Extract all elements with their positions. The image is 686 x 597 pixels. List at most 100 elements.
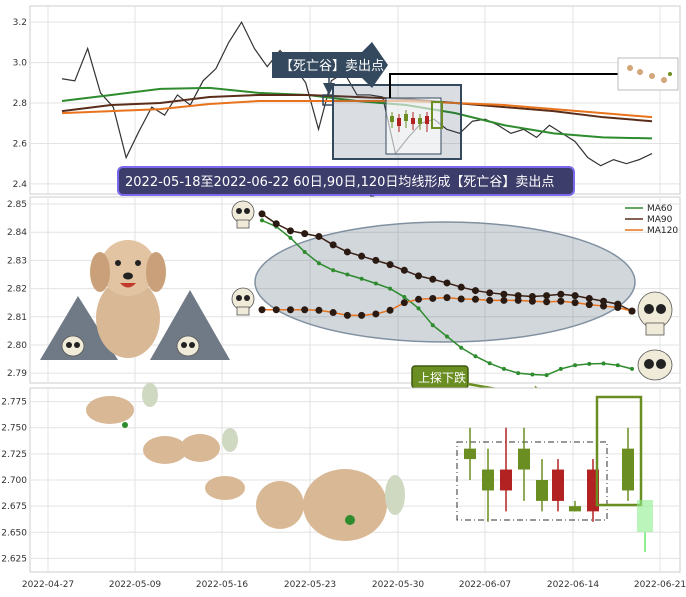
panel-2-point-ma90 [557,290,565,298]
panel-2-point-ma120 [301,306,309,314]
panel-2-point-ma60 [487,361,492,366]
y-tick-label: 2.625 [1,554,27,564]
skull-icon-1 [231,200,255,229]
y-tick-label: 2.82 [7,285,27,295]
panel-2-point-ma120 [557,297,565,305]
panel-2-lines [258,210,636,378]
candle-body [536,480,548,501]
y-tick-label: 2.8 [13,99,28,109]
zoom-mini-candles [390,101,443,132]
y-tick-label: 2.79 [7,369,27,379]
panel-2-point-ma90 [443,279,451,287]
y-tick-label: 2.675 [1,502,27,512]
ma-marker-box [322,94,334,106]
panel-2-y-ticks: 2.85 2.84 2.83 2.82 2.81 2.80 2.79 [7,200,27,379]
panel-2-point-ma120 [443,294,451,302]
panel-2-point-ma90 [286,227,294,235]
panel-2-point-ma90 [329,241,337,249]
panel-2-point-ma60 [260,218,264,223]
candle-body [482,469,494,491]
y-tick-label: 2.83 [7,256,27,266]
panel-1-lines [61,20,653,167]
panel-3-candles [464,427,634,522]
panel-2-point-ma90 [471,287,479,295]
x-tick-label: 2022-05-16 [196,580,249,590]
x-tick-label: 2022-04-27 [22,580,74,590]
panel-2-point-ma60 [544,373,549,378]
panel-2-point-ma90 [315,232,323,240]
panel-2-point-ma60 [530,372,535,377]
panel-2-point-ma60 [331,268,336,273]
x-tick-label: 2022-06-07 [459,580,511,590]
y-tick-label: 2.85 [7,200,27,210]
thumbnail-puppies-icon [627,65,672,83]
banner-text: 【死亡谷】卖出点 [280,59,384,74]
panel-2-point-ma90 [343,248,351,256]
panel-2-point-ma60 [501,366,506,371]
y-tick-label: 2.81 [7,313,27,323]
candle-group-frame [456,441,608,521]
panel-2-point-ma120 [386,306,394,314]
candle-body [518,448,530,470]
candle-body [622,448,634,491]
y-tick-label: 3.0 [13,59,28,69]
skull-icon-3 [637,291,673,336]
y-tick-label: 2.6 [13,139,28,149]
panel-2-point-ma120 [272,306,280,314]
panel-2-point-ma120 [343,311,351,319]
panel-2: 2.85 2.84 2.83 2.82 2.81 2.80 2.79 MA60 MA90 M… [7,196,681,406]
y-tick-label: 2.700 [1,476,27,486]
panel-2-point-ma120 [486,296,494,304]
x-tick-label: 2022-06-14 [547,580,600,590]
y-tick-label: 2.4 [13,180,28,190]
panel-2-point-ma60 [601,361,606,366]
panel-2-point-ma90 [486,289,494,297]
candle-body [500,469,512,491]
panel-2-point-ma60 [445,334,449,339]
callout-2-text: 上探下跌 [418,370,466,385]
panel-1-y-ticks: 3.2 3.0 2.8 2.6 2.4 [13,18,28,190]
panel-3-y-ticks: 2.775 2.750 2.725 2.700 2.675 2.650 2.625 [1,398,27,565]
skull-icon-2 [231,287,255,316]
panel-2-point-ma90 [429,275,437,283]
panel-2-point-ma60 [373,281,378,286]
panel-2-point-ma60 [402,295,407,300]
panel-2-point-ma120 [372,310,380,318]
panel-2-point-ma120 [585,301,593,309]
panel-2-point-ma60 [459,345,464,350]
panel-1-series-ma120 [61,100,653,119]
ghost-candle [637,500,653,532]
panel-2-point-ma90 [600,297,608,305]
panel-2-point-ma120 [528,297,536,305]
panel-2-point-ma120 [400,299,408,307]
candle-body [569,506,581,512]
callout-box: 2022-05-18至2022-06-22 60日,90日,120日均线形成【死… [117,166,575,196]
panel-2-point-ma90 [400,266,408,274]
x-tick-label: 2022-05-23 [284,580,336,590]
candle-body [552,469,564,501]
legend-label-ma60: MA60 [647,204,673,214]
panel-2-point-ma120 [500,296,508,304]
panel-2-point-ma90 [543,292,551,300]
panel-2-point-ma60 [516,371,521,376]
panel-2-point-ma60 [430,323,435,328]
candle-body [464,448,476,460]
panel-2-point-ma60 [345,272,350,277]
panel-2-point-ma90 [415,272,423,280]
panel-2-point-ma90 [372,256,380,264]
y-tick-label: 3.2 [13,18,27,28]
panel-2-point-ma120 [614,303,622,311]
skull-icon-5 [61,335,85,357]
panel-2-point-ma120 [258,306,266,314]
x-tick-label: 2022-05-09 [109,580,162,590]
legend-label-ma120: MA120 [647,226,678,236]
y-tick-label: 2.650 [1,528,27,538]
panel-2-point-ma120 [429,294,437,302]
panel-2-point-ma90 [358,252,366,260]
panel-2-point-ma120 [358,311,366,319]
panel-2-point-ma90 [301,230,309,238]
panel-2-point-ma120 [315,306,323,314]
flying-puppies-illustration [86,383,405,541]
panel-2-legend: MA60 MA90 MA120 [625,204,678,236]
